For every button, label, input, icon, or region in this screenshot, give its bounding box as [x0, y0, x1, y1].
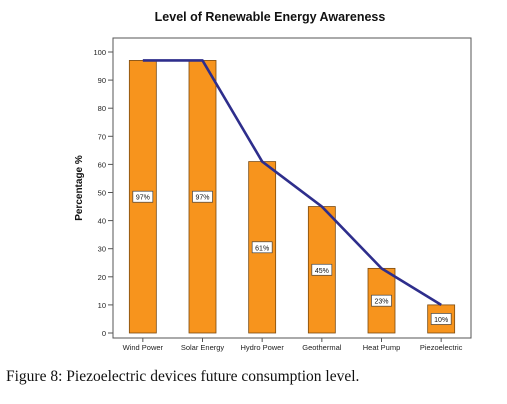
data-label-box [251, 241, 273, 254]
y-tick-label: 70 [98, 132, 106, 141]
y-axis-label: Percentage % [74, 155, 85, 221]
data-label: 97% [195, 195, 209, 202]
x-tick-label: Solar Energy [181, 343, 225, 352]
y-tick-label: 90 [98, 76, 106, 85]
y-tick-label: 50 [98, 189, 106, 198]
data-label: 23% [374, 299, 388, 306]
x-tick-label: Hydro Power [240, 343, 284, 352]
data-label: 97% [136, 195, 150, 202]
caption-label: Figure 8: [6, 368, 63, 385]
trend-line-path [142, 59, 442, 307]
y-tick-label: 100 [93, 48, 106, 57]
data-label: 61% [255, 245, 269, 252]
data-label-box [430, 313, 452, 325]
data-label: 10% [434, 317, 448, 324]
y-tick-label: 80 [98, 104, 106, 113]
plot-area [112, 37, 472, 339]
y-tick-label: 40 [98, 217, 106, 226]
y-tick-label: 10 [98, 301, 106, 310]
x-tick-label: Wind Power [123, 343, 164, 352]
y-axis: 0 10 20 30 40 50 60 70 80 90 100 [93, 48, 113, 338]
data-label-box [311, 263, 333, 276]
data-label-box [192, 190, 213, 203]
y-tick-label: 20 [98, 273, 106, 282]
data-label-box [132, 190, 154, 203]
bars: 97% 97% 61% 45% 23% 10% [128, 60, 456, 334]
y-tick-label: 60 [98, 160, 106, 169]
y-tick-label: 0 [102, 329, 106, 338]
figure-caption: Figure 8: Piezoelectric devices future c… [6, 368, 359, 386]
x-tick-label: Geothermal [302, 343, 342, 352]
data-label-box [371, 294, 392, 307]
x-axis: Wind Power Solar Energy Hydro Power Geother… [123, 338, 463, 352]
chart: Level of Renewable Energy Awareness 0 10 2… [74, 10, 472, 352]
chart-title: Level of Renewable Energy Awareness [155, 10, 386, 24]
x-tick-label: Piezoelectric [420, 343, 463, 352]
data-label: 45% [315, 268, 329, 275]
caption-text: Piezoelectric devices future consumption… [62, 368, 360, 385]
y-tick-label: 30 [98, 245, 106, 254]
trend-line [142, 59, 442, 307]
x-tick-label: Heat Pump [363, 343, 401, 352]
